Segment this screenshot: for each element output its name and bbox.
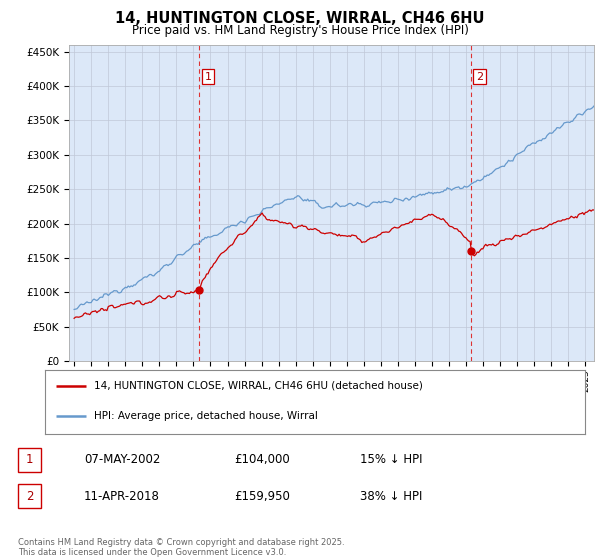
Text: 14, HUNTINGTON CLOSE, WIRRAL, CH46 6HU (detached house): 14, HUNTINGTON CLOSE, WIRRAL, CH46 6HU (… [94,381,422,391]
Text: £159,950: £159,950 [234,489,290,503]
Text: £104,000: £104,000 [234,453,290,466]
Text: 15% ↓ HPI: 15% ↓ HPI [360,453,422,466]
Text: 11-APR-2018: 11-APR-2018 [84,489,160,503]
Text: 07-MAY-2002: 07-MAY-2002 [84,453,160,466]
Text: 14, HUNTINGTON CLOSE, WIRRAL, CH46 6HU: 14, HUNTINGTON CLOSE, WIRRAL, CH46 6HU [115,11,485,26]
Text: 2: 2 [476,72,483,82]
Text: 1: 1 [26,453,33,466]
Text: HPI: Average price, detached house, Wirral: HPI: Average price, detached house, Wirr… [94,411,317,421]
Text: 38% ↓ HPI: 38% ↓ HPI [360,489,422,503]
Text: 1: 1 [205,72,212,82]
Text: Contains HM Land Registry data © Crown copyright and database right 2025.
This d: Contains HM Land Registry data © Crown c… [18,538,344,557]
Text: 2: 2 [26,489,33,503]
Text: Price paid vs. HM Land Registry's House Price Index (HPI): Price paid vs. HM Land Registry's House … [131,24,469,37]
